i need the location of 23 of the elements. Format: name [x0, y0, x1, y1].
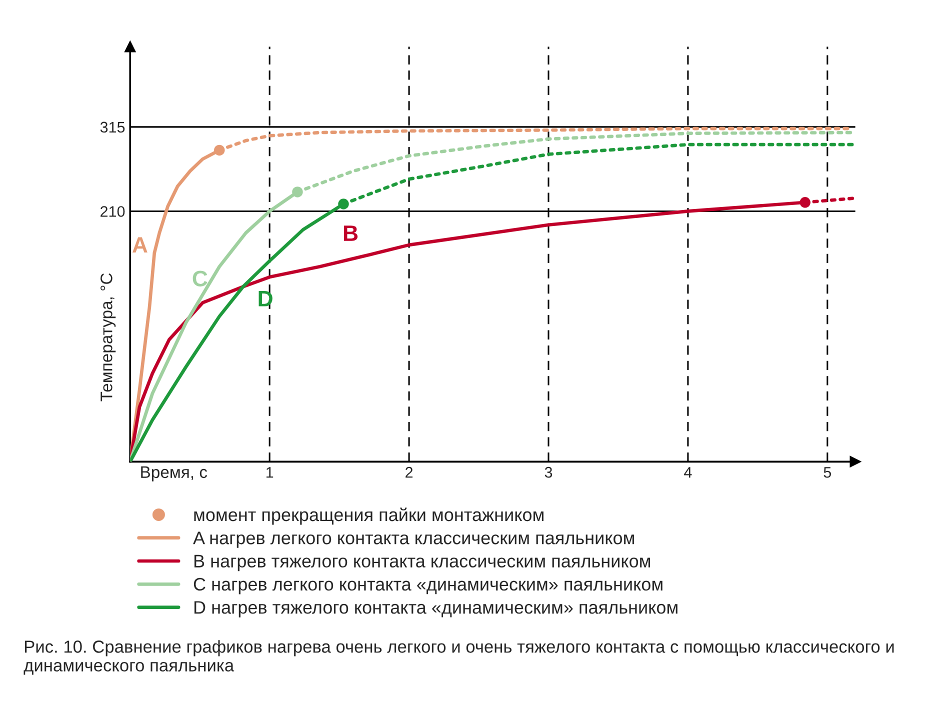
x-axis-title: Время, с — [141, 466, 208, 482]
point — [338, 198, 349, 210]
text: Рис. 10. Сравнение графиков нагрева очень легкого и очень тяжелого контакта с помощью классического и динамического паяльника — [24, 640, 894, 675]
point — [214, 144, 225, 156]
annotation: C — [192, 270, 208, 286]
y-axis-title: Температура, °C — [100, 273, 116, 402]
point — [292, 186, 303, 198]
x-tick-label: 4 — [684, 467, 692, 478]
annotation: D — [258, 291, 272, 306]
x-tick-label: 2 — [406, 466, 413, 478]
legend-label: B нагрев тяжелого контакта классическим паяльником — [194, 554, 650, 572]
x-tick-label: 3 — [544, 466, 552, 478]
x-tick-label: 1 — [266, 467, 274, 478]
point — [800, 197, 810, 208]
x-tick-label: 5 — [824, 467, 832, 478]
legend-label: момент прекращения пайки монтажником — [194, 508, 544, 525]
legend-label: D нагрев тяжелого контакта «динамическим» паяльником — [194, 601, 678, 618]
annotation: A — [132, 237, 148, 253]
y-tick-label: 210 — [100, 206, 125, 217]
legend-label: C нагрев легкого контакта «динамическим» паяльником — [194, 578, 662, 594]
y-tick-label: 315 — [100, 122, 125, 133]
annotation: B — [344, 226, 358, 241]
legend-label: A нагрев легкого контакта классическим паяльником — [193, 532, 634, 548]
